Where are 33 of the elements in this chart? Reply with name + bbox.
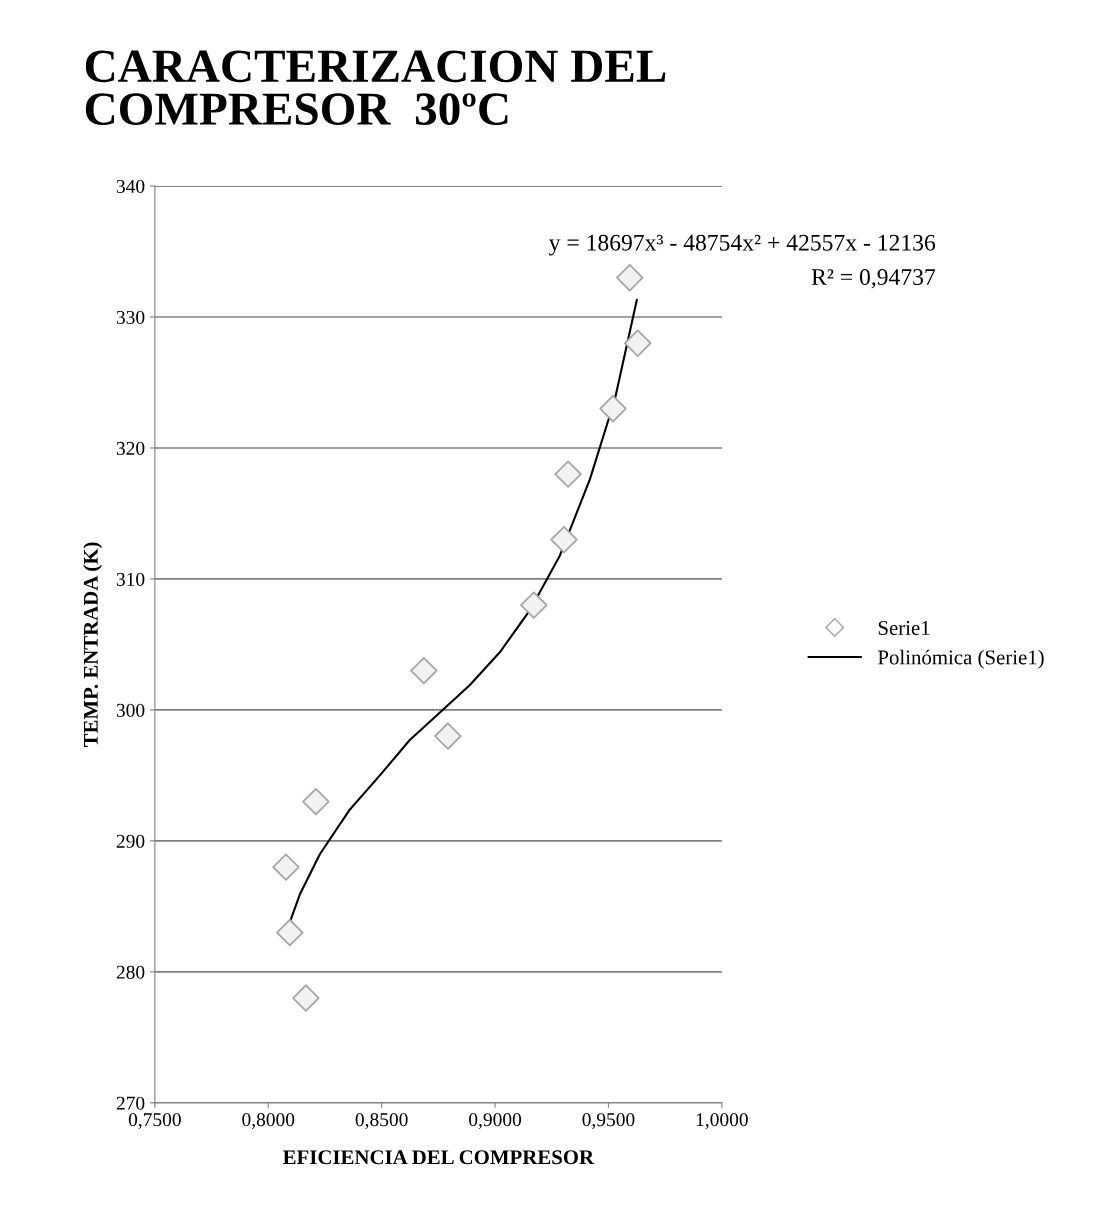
x-tick-label: 0,7500	[128, 1113, 181, 1130]
point	[434, 722, 462, 750]
chart-title: CARACTERIZACION DEL COMPRESOR 30ºC	[85, 50, 666, 126]
y-tick-label: 320	[116, 441, 145, 455]
legend-label: Polinómica (Serie1)	[878, 649, 1044, 669]
x-tick-label: 0,8000	[242, 1113, 295, 1130]
point	[599, 394, 627, 423]
x-axis-title: EFICIENCIA DEL COMPRESOR	[283, 1150, 595, 1165]
y-tick-label: 340	[116, 179, 145, 193]
x-tick-label: 0,9500	[582, 1113, 635, 1130]
text: R² = 0,94737	[811, 269, 936, 289]
x-tick-label: 0,8500	[355, 1113, 408, 1130]
y-axis-title: TEMP. ENTRADA (K)	[83, 542, 103, 748]
legend-label: Serie1	[878, 621, 930, 635]
point	[520, 591, 548, 619]
point	[624, 329, 652, 357]
point	[272, 853, 300, 881]
y-tick-label: 280	[116, 965, 145, 979]
annotation: y = 18697x³ - 48754x² + 42557x - 12136	[548, 234, 936, 256]
point	[302, 787, 330, 816]
y-tick-label: 300	[116, 703, 145, 717]
point	[410, 656, 438, 685]
y-tick-label: 330	[116, 310, 145, 324]
x-tick-label: 1,0000	[696, 1113, 748, 1130]
y-tick-label: 310	[116, 572, 145, 586]
x-tick-label: 0,9000	[469, 1113, 522, 1130]
point	[616, 264, 644, 292]
y-tick-label: 290	[116, 834, 145, 848]
point	[554, 460, 582, 488]
point	[276, 918, 304, 947]
point	[550, 525, 578, 554]
y-tick-label: 270	[116, 1096, 145, 1110]
point	[292, 984, 320, 1012]
